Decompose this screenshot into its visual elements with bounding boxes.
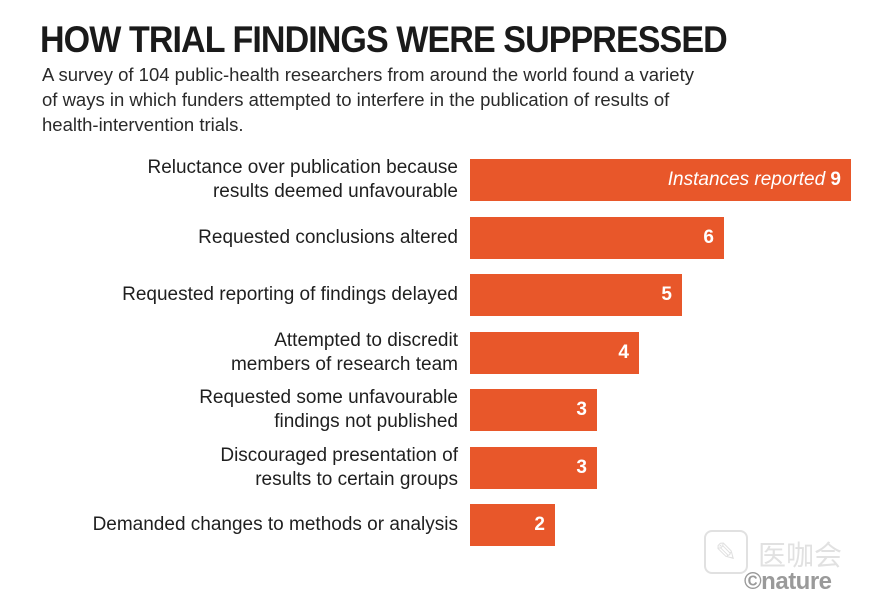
category-label-line: members of research team xyxy=(230,353,458,375)
bar: Instances reported 9 xyxy=(470,159,851,201)
bar-value: 2 xyxy=(534,514,545,535)
watermark-logo: ✎ 医咖会 xyxy=(704,528,874,592)
category-label: Requested reporting of findings delayed xyxy=(38,283,458,307)
watermark-text: 医咖会 xyxy=(758,539,843,572)
bar: 3 xyxy=(470,389,597,431)
bar: 3 xyxy=(470,446,597,489)
category-label: Demanded changes to methods or analysis xyxy=(38,513,458,537)
bar-value: 9 xyxy=(830,169,841,190)
bar-value: 5 xyxy=(661,284,672,305)
bar: 4 xyxy=(470,331,639,374)
bar: 6 xyxy=(470,216,724,259)
category-label-line: results deemed unfavourable xyxy=(212,181,458,202)
chart-title: HOW TRIAL FINDINGS WERE SUPPRESSED xyxy=(40,19,728,60)
category-label: Reluctance over publication because resul… xyxy=(38,156,458,204)
category-label-line: Discouraged presentation of xyxy=(220,444,458,466)
bar-value-label: 6 xyxy=(703,217,714,259)
bar-value: 4 xyxy=(618,341,629,363)
bar: 2 xyxy=(470,504,555,546)
category-label: Requested some unfavourable findings not … xyxy=(38,386,458,434)
watermark-icon: ✎ xyxy=(704,530,748,574)
bar-value-label: Instances reported 9 xyxy=(668,159,841,201)
bar-value-label: 3 xyxy=(576,389,587,431)
bar-value-label: 4 xyxy=(618,332,629,374)
category-label: Requested conclusions altered xyxy=(38,226,458,250)
category-label-line: Demanded changes to methods or analysis xyxy=(92,514,458,535)
bar-value-label: 2 xyxy=(534,504,545,546)
category-label-line: Requested conclusions altered xyxy=(198,226,458,248)
category-label-line: Attempted to discredit xyxy=(274,329,458,351)
value-note-label: Instances reported xyxy=(667,169,831,190)
category-label: Discouraged presentation of results to ce… xyxy=(38,444,458,492)
bar: 5 xyxy=(470,274,682,316)
bar-value: 3 xyxy=(576,456,587,478)
bar-value-label: 3 xyxy=(576,447,587,489)
nature-logo: ©nature xyxy=(744,568,832,595)
category-label-line: Reluctance over publication because xyxy=(147,157,458,178)
chart-subtitle: A survey of 104 public-health researcher… xyxy=(42,64,694,135)
bar-value: 3 xyxy=(576,399,587,420)
category-label: Attempted to discredit members of researc… xyxy=(38,329,458,377)
category-label-line: results to certain groups xyxy=(255,468,458,490)
bar-value: 6 xyxy=(703,226,714,248)
category-label-line: Requested reporting of findings delayed xyxy=(122,284,458,305)
category-label-line: findings not published xyxy=(274,411,458,432)
bar-value-label: 5 xyxy=(661,274,672,316)
category-label-line: Requested some unfavourable xyxy=(199,387,458,408)
